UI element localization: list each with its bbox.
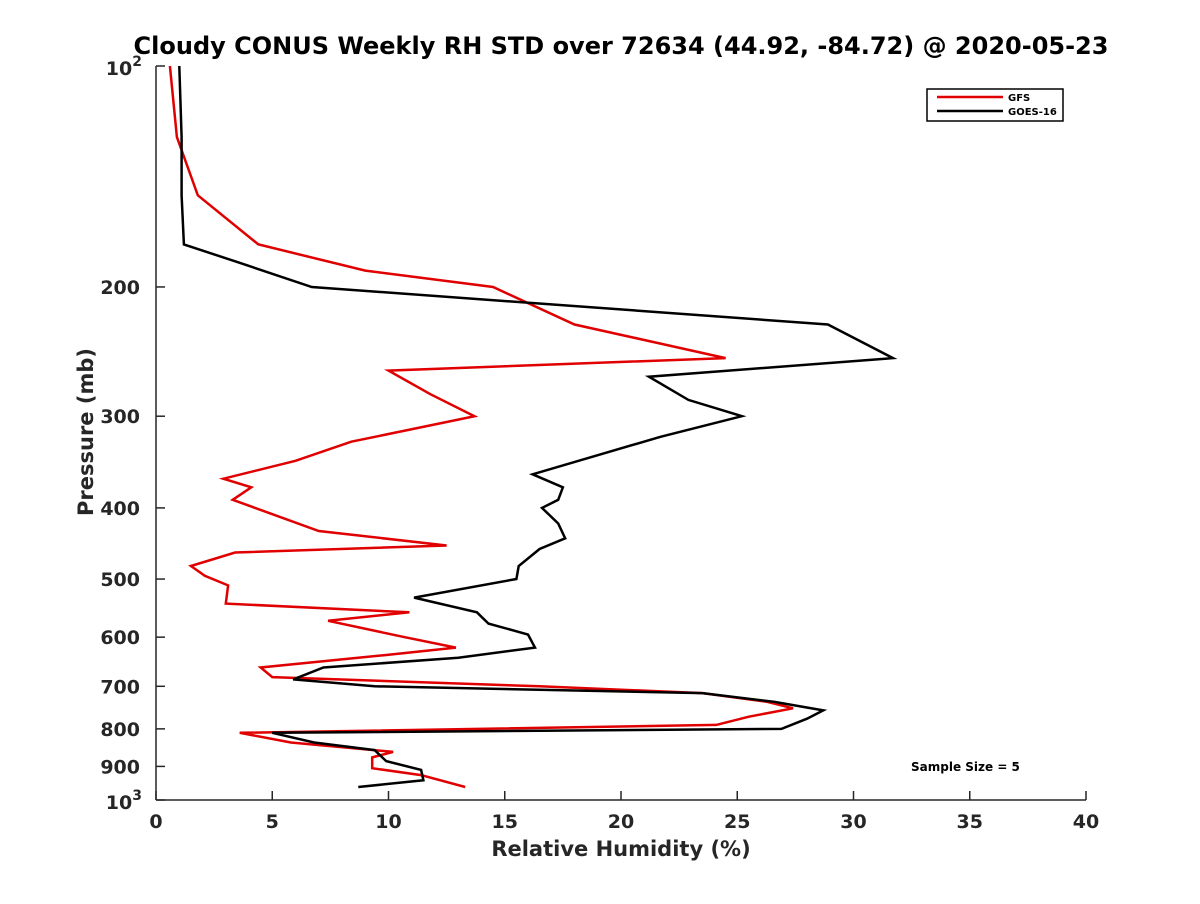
sample-size-annotation: Sample Size = 5 xyxy=(911,760,1020,774)
x-tick-label: 40 xyxy=(1073,811,1099,833)
legend-label-goes16: GOES-16 xyxy=(1008,107,1057,118)
y-tick-label: 900 xyxy=(100,756,140,778)
y-tick-label: 200 xyxy=(100,277,140,299)
x-tick-label: 35 xyxy=(957,811,983,833)
series-layer xyxy=(168,65,898,789)
x-axis-label: Relative Humidity (%) xyxy=(491,837,750,861)
y-axis-label: Pressure (mb) xyxy=(74,348,98,516)
legend-box xyxy=(926,88,1064,122)
series-line-gfs xyxy=(168,65,794,789)
y-tick-label: 300 xyxy=(100,406,140,428)
axes-layer: 0 5 10 15 20 25 30 35 40 102 200 300 400 500 600 700 800… xyxy=(100,54,1099,833)
y-tick-label: 400 xyxy=(100,498,140,520)
series-line-goes16 xyxy=(178,65,898,789)
x-tick-label: 20 xyxy=(608,811,634,833)
x-tick-label: 30 xyxy=(840,811,866,833)
legend-label-gfs: GFS xyxy=(1008,93,1030,104)
y-tick-label: 800 xyxy=(100,719,140,741)
y-tick-label: 600 xyxy=(100,627,140,649)
y-tick-label: 103 xyxy=(106,788,142,814)
x-tick-label: 25 xyxy=(724,811,750,833)
x-tick-label: 0 xyxy=(149,811,162,833)
y-tick-label: 700 xyxy=(100,676,140,698)
y-tick-label: 102 xyxy=(106,54,142,80)
x-tick-label: 10 xyxy=(375,811,401,833)
x-tick-label: 15 xyxy=(492,811,518,833)
chart-title: Cloudy CONUS Weekly RH STD over 72634 (4… xyxy=(134,32,1109,60)
y-tick-label: 500 xyxy=(100,569,140,591)
legend: GFS GOES-16 xyxy=(926,88,1064,122)
x-tick-label: 5 xyxy=(266,811,279,833)
